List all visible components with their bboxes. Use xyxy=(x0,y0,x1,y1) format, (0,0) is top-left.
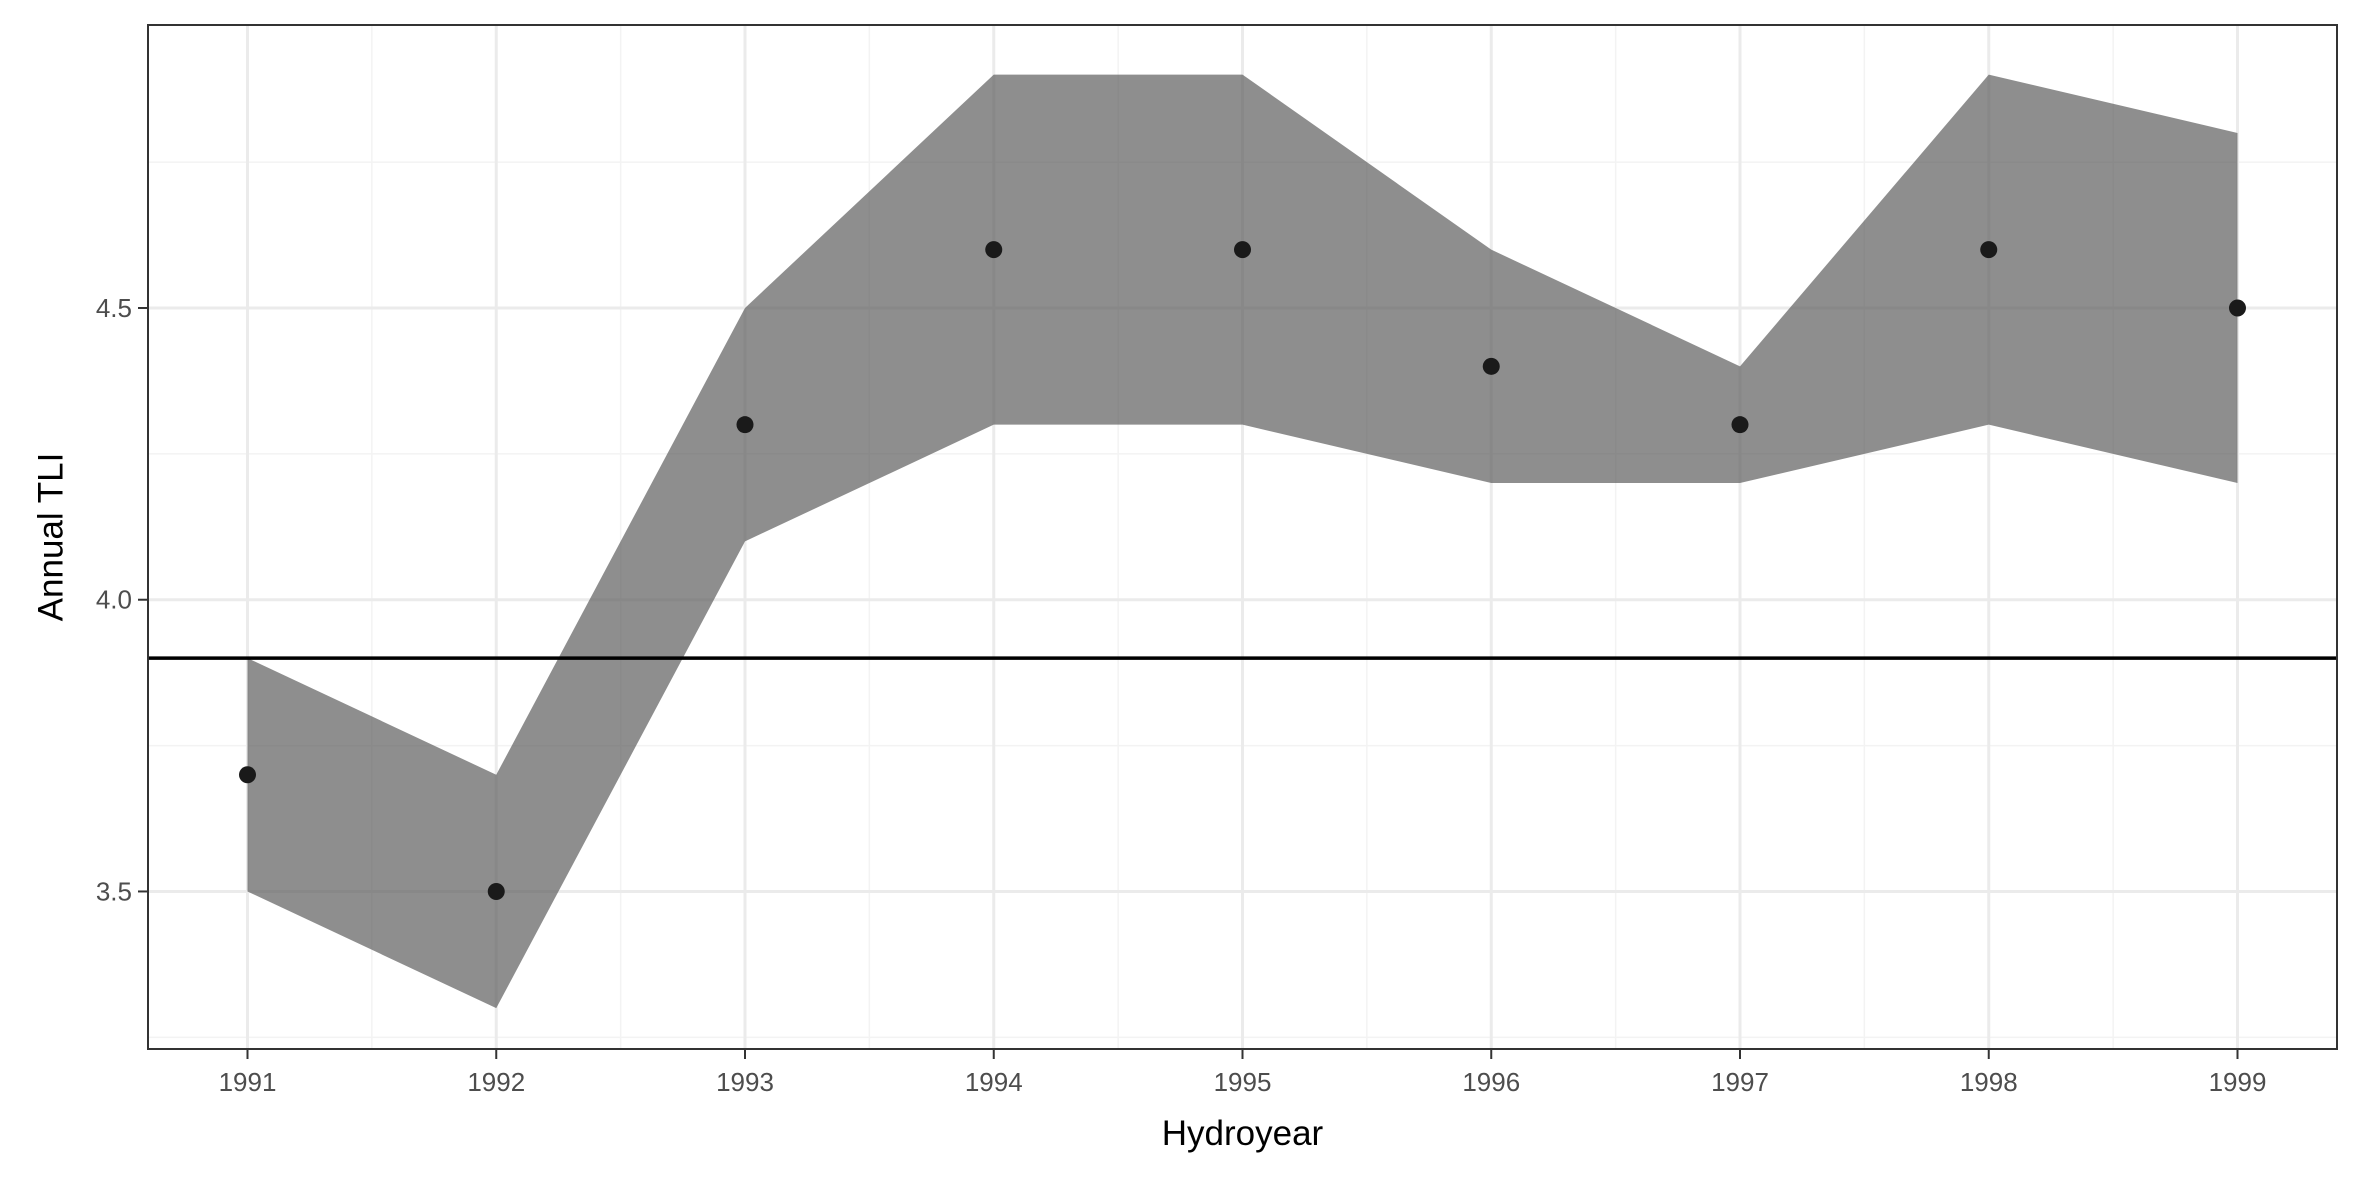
x-axis: 1991 1992 1993 1994 1995 1996 1997 1998 1999 xyxy=(219,1049,2267,1097)
y-axis-title: Annual TLI xyxy=(31,453,70,622)
x-axis-title: Hydroyear xyxy=(1162,1114,1324,1153)
data-point xyxy=(1482,357,1500,375)
x-tick-label: 1991 xyxy=(219,1067,277,1097)
data-point xyxy=(1731,416,1749,434)
y-tick-label: 4.5 xyxy=(96,293,132,323)
data-point xyxy=(2229,299,2246,317)
x-tick-label: 1996 xyxy=(1462,1067,1520,1097)
x-tick-label: 1999 xyxy=(2209,1067,2267,1097)
data-point xyxy=(239,766,256,784)
x-tick-label: 1998 xyxy=(1960,1067,2018,1097)
data-point xyxy=(985,241,1003,259)
data-point xyxy=(736,416,754,434)
data-points xyxy=(239,241,2246,900)
data-point xyxy=(1980,241,1998,259)
confidence-ribbon xyxy=(247,74,2238,1009)
x-tick-label: 1994 xyxy=(965,1067,1023,1097)
data-point xyxy=(1234,241,1251,259)
y-tick-label: 3.5 xyxy=(96,876,132,906)
x-tick-label: 1995 xyxy=(1214,1067,1272,1097)
y-tick-label: 4.0 xyxy=(96,585,132,615)
x-tick-label: 1992 xyxy=(467,1067,525,1097)
y-axis: 3.5 4.0 4.5 xyxy=(96,293,148,906)
data-point xyxy=(487,882,505,900)
x-tick-label: 1993 xyxy=(716,1067,774,1097)
x-tick-label: 1997 xyxy=(1711,1067,1769,1097)
